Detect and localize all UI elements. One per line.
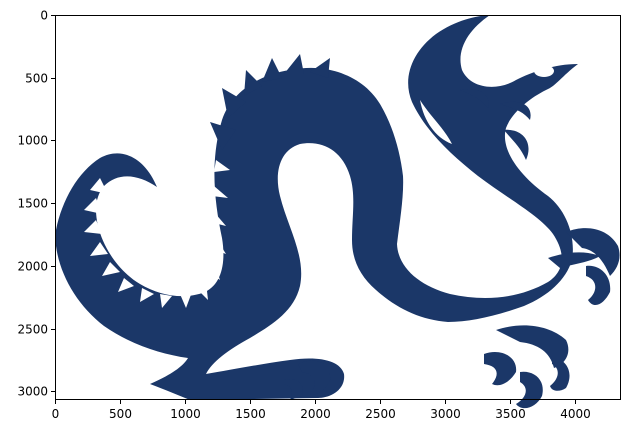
x-axis: 0 500 1000 1500 2000 2500 3000 3500 4000 xyxy=(52,400,591,421)
dragon-mane xyxy=(460,88,531,160)
dragon-claws-tail xyxy=(284,360,331,400)
dragon-crest xyxy=(420,48,512,270)
x-tick-label: 4000 xyxy=(560,407,591,421)
x-tick-label: 2000 xyxy=(300,407,331,421)
x-tick-label: 3000 xyxy=(430,407,461,421)
dragon-spikes-back xyxy=(210,54,330,150)
y-tick-label: 2000 xyxy=(17,260,48,274)
x-tick-label: 0 xyxy=(52,407,60,421)
x-tick-label: 1000 xyxy=(170,407,201,421)
x-tick-label: 500 xyxy=(109,407,132,421)
x-tick-label: 1500 xyxy=(235,407,266,421)
plot-area xyxy=(56,15,620,409)
y-tick-label: 3000 xyxy=(17,385,48,399)
dragon-claws-right xyxy=(484,228,620,409)
dragon-silhouette-image xyxy=(56,15,620,409)
y-axis: 0 500 1000 1500 2000 2500 3000 xyxy=(17,9,55,399)
y-tick-label: 500 xyxy=(25,72,48,86)
y-tick-label: 1000 xyxy=(17,134,48,148)
x-tick-label: 3500 xyxy=(495,407,526,421)
y-tick-label: 1500 xyxy=(17,197,48,211)
y-tick-label: 0 xyxy=(40,9,48,23)
y-tick-label: 2500 xyxy=(17,323,48,337)
axes-frame xyxy=(55,15,621,400)
x-tick-label: 2500 xyxy=(365,407,396,421)
dragon-eye xyxy=(534,65,554,77)
